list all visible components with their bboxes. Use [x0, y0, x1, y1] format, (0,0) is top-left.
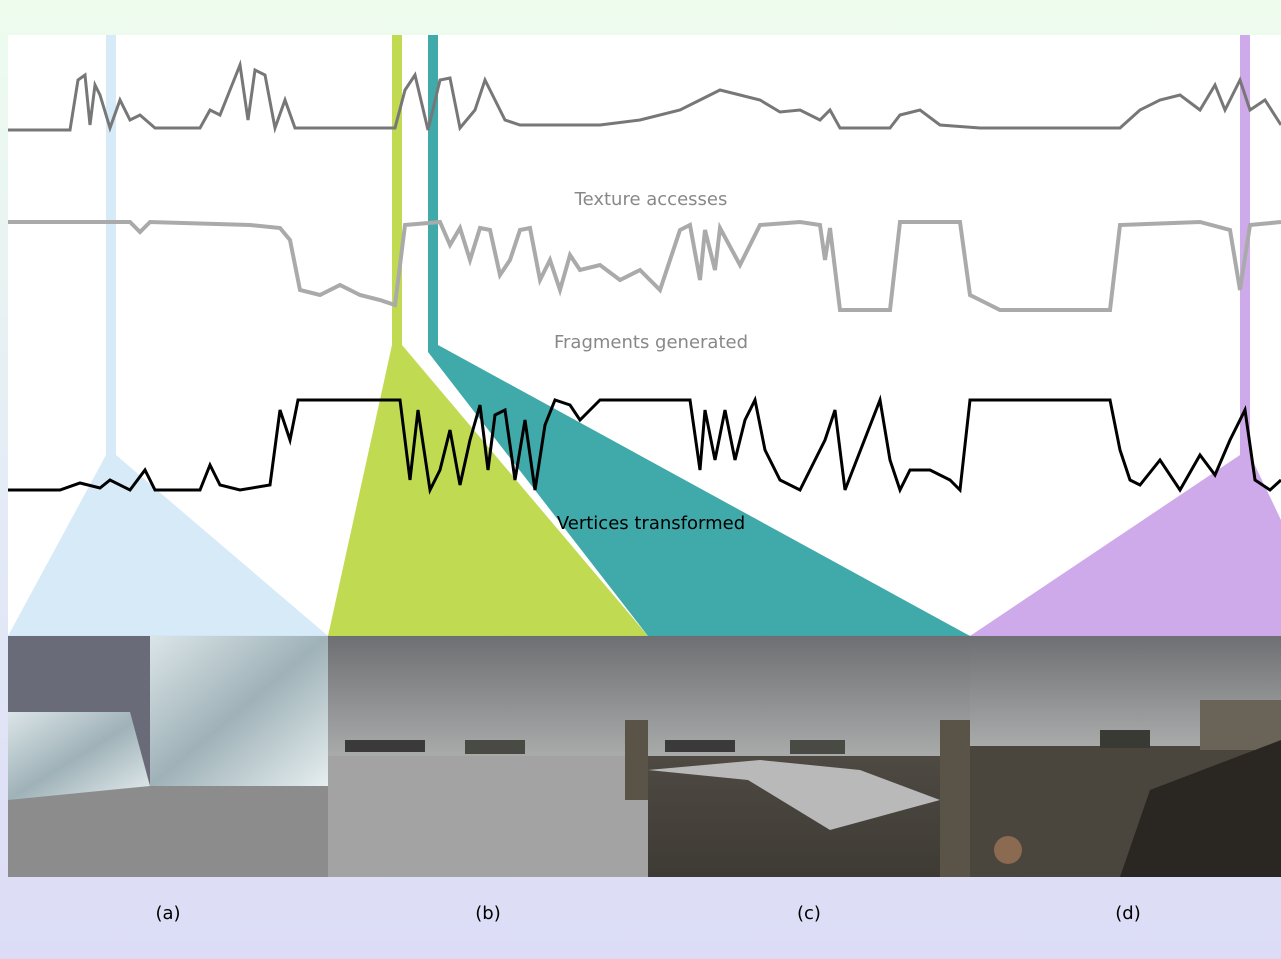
panel-label: (d): [1115, 903, 1140, 924]
plot-label: Texture accesses: [574, 189, 728, 210]
figure: Texture accesses Fragments generated Ver…: [0, 0, 1281, 959]
panel-label: (c): [797, 903, 821, 924]
plot-label: Fragments generated: [554, 332, 748, 353]
panel-b: [328, 636, 648, 877]
panel-a: [8, 636, 328, 877]
figure-canvas: Texture accesses Fragments generated Ver…: [0, 0, 1281, 959]
plot-label: Vertices transformed: [557, 513, 745, 534]
panel-d: [970, 636, 1281, 877]
panel-label: (a): [155, 903, 180, 924]
panel-c: [648, 636, 970, 877]
panel-label: (b): [475, 903, 500, 924]
